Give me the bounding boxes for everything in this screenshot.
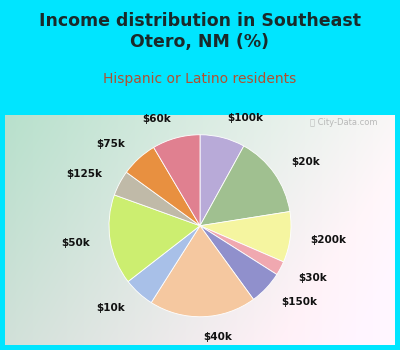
Wedge shape [200, 226, 284, 274]
Wedge shape [114, 172, 200, 226]
Text: $75k: $75k [96, 139, 125, 149]
Wedge shape [200, 146, 290, 226]
Text: $60k: $60k [142, 114, 171, 124]
Text: $30k: $30k [298, 273, 327, 283]
Text: $20k: $20k [291, 157, 320, 167]
Wedge shape [200, 135, 244, 226]
Wedge shape [200, 226, 277, 299]
Wedge shape [200, 211, 291, 262]
Wedge shape [128, 226, 200, 303]
Wedge shape [151, 226, 254, 317]
Wedge shape [109, 195, 200, 281]
Text: Income distribution in Southeast
Otero, NM (%): Income distribution in Southeast Otero, … [39, 12, 361, 51]
Wedge shape [154, 135, 200, 226]
Text: $50k: $50k [62, 238, 90, 248]
Text: Hispanic or Latino residents: Hispanic or Latino residents [103, 72, 297, 86]
Text: $200k: $200k [310, 234, 346, 245]
Text: $150k: $150k [281, 297, 317, 307]
Text: $100k: $100k [228, 113, 264, 123]
Wedge shape [126, 147, 200, 226]
Text: $40k: $40k [204, 332, 232, 342]
Text: $10k: $10k [96, 303, 125, 313]
Text: $125k: $125k [66, 169, 102, 179]
Text: ⓘ City-Data.com: ⓘ City-Data.com [310, 118, 378, 127]
